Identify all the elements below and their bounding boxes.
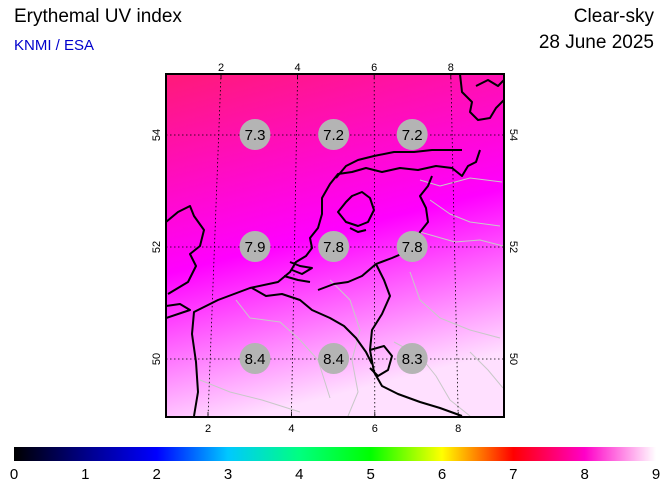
uv-station-marker: [396, 231, 428, 262]
country-border: [251, 287, 373, 365]
river-line: [409, 271, 501, 339]
colorbar-tick-label: 2: [152, 466, 160, 483]
coastline: [166, 303, 191, 319]
lon-tick-label-bottom: 8: [455, 423, 461, 435]
lat-tick-label-right: 54: [507, 129, 519, 141]
uv-station-value: 7.2: [323, 127, 344, 144]
river-line: [419, 231, 504, 247]
lon-tick-label-bottom: 4: [288, 423, 294, 435]
river-line: [429, 199, 501, 227]
colorbar-tick-label: 0: [10, 466, 18, 483]
uv-station-value: 7.9: [245, 239, 266, 256]
uv-station-value: 7.8: [323, 239, 344, 256]
uv-station-marker: [318, 119, 350, 150]
borders-layer: [166, 74, 504, 417]
coastline: [335, 149, 462, 179]
map-title: Erythemal UV index: [14, 6, 182, 27]
colorbar-tick-label: 7: [509, 466, 517, 483]
colorbar-tick-label: 6: [438, 466, 446, 483]
lon-tick-label-top: 8: [448, 62, 454, 74]
country-border: [369, 345, 393, 377]
lon-tick-label-bottom: 6: [372, 423, 378, 435]
colorbar-tick-label: 5: [366, 466, 374, 483]
lat-tick-label-left: 52: [151, 241, 163, 253]
uv-station-marker: [239, 343, 271, 374]
coastline: [459, 74, 504, 121]
meridian-line: [207, 73, 222, 418]
coastline: [349, 227, 367, 233]
uv-station-value: 8.4: [245, 351, 266, 368]
uv-station-marker: [318, 343, 350, 374]
meridian-line: [373, 73, 376, 418]
colorbar-tick-label: 1: [81, 466, 89, 483]
meridian-line: [450, 73, 459, 418]
coastline: [289, 261, 313, 275]
uv-station-value: 7.2: [402, 127, 423, 144]
river-line: [469, 351, 504, 389]
lat-tick-label-left: 54: [151, 129, 163, 141]
uv-station-marker: [239, 119, 271, 150]
map-frame: [165, 73, 505, 418]
lon-tick-label-bottom: 2: [205, 423, 211, 435]
uv-station-value: 8.3: [402, 351, 423, 368]
credit-label: KNMI / ESA: [14, 37, 95, 54]
uv-station-marker: [396, 343, 428, 374]
coastline: [191, 149, 481, 417]
uv-station-value: 7.3: [245, 127, 266, 144]
lon-tick-label-top: 2: [218, 62, 224, 74]
lat-tick-label-right: 50: [507, 353, 519, 365]
uv-station-marker: [239, 231, 271, 262]
coastline: [283, 275, 311, 283]
coastline: [475, 79, 504, 87]
river-line: [235, 299, 331, 399]
lon-tick-label-top: 4: [295, 62, 301, 74]
lat-tick-label-right: 52: [507, 241, 519, 253]
country-border: [369, 263, 463, 417]
lon-tick-label-top: 6: [371, 62, 377, 74]
colorbar-tick-label: 8: [580, 466, 588, 483]
sky-mode-label: Clear-sky: [573, 6, 654, 27]
colorbar-scale: [14, 447, 656, 461]
colorbar: 0 1 2 3 4 5 6 7 8 9: [10, 447, 660, 483]
colorbar-tick-label: 3: [224, 466, 232, 483]
coastline: [337, 191, 375, 227]
colorbar-tick-label: 9: [652, 466, 660, 483]
river-line: [329, 279, 361, 417]
river-line: [199, 379, 301, 413]
colorbar-tick-label: 4: [295, 466, 303, 483]
uv-station-marker: [318, 231, 350, 262]
uv-station-value: 7.8: [402, 239, 423, 256]
meridian-line: [291, 73, 298, 418]
coastline: [166, 205, 205, 295]
station-markers: 7.3 7.2 7.2 7.9 7.8 7.8 8.4 8.4 8.3: [239, 119, 428, 374]
uv-station-value: 8.4: [323, 351, 344, 368]
date-label: 28 June 2025: [538, 32, 654, 53]
lat-tick-label-left: 50: [151, 353, 163, 365]
tick-labels: 2 2 4 4 6 6 8 8 50 50 52 52 54 54: [151, 62, 519, 435]
uv-station-marker: [396, 119, 428, 150]
